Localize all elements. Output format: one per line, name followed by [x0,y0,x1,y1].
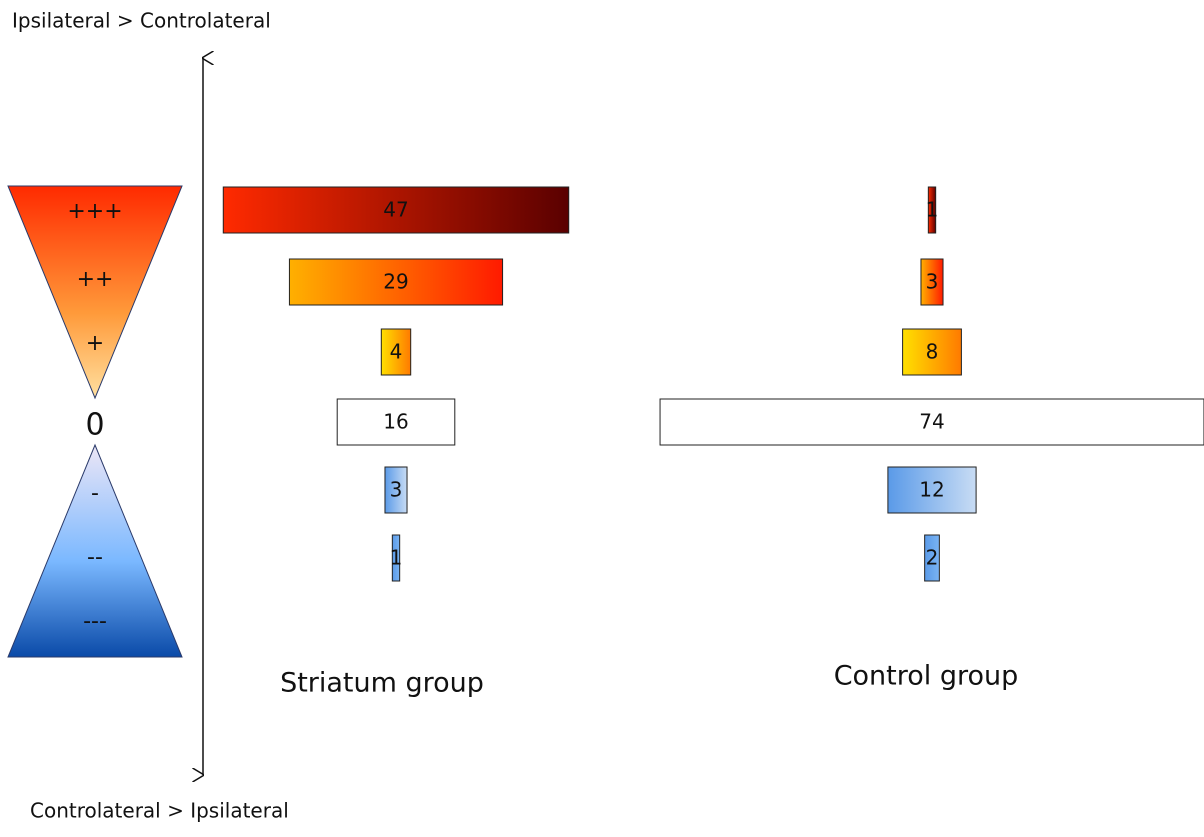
bar [384,466,408,514]
bar-label: 74 [919,410,944,434]
scale-label: + [86,331,104,356]
scale-label: --- [83,609,107,634]
bar [222,186,570,234]
bar-label: 1 [926,198,939,222]
scale-label: ++ [77,267,114,292]
bar [380,328,412,376]
scale: ++++++0------ [67,199,122,634]
group-label: Striatum group [280,668,484,699]
bar [920,258,944,306]
bar-label: 3 [926,270,939,294]
positive-triangle [7,185,183,400]
bar [924,534,940,582]
axis-bottom-label: Controlateral > Ipsilateral [30,799,289,823]
bar-label: 16 [383,410,408,434]
bar-label: 3 [390,478,403,502]
group-label: Control group [834,661,1019,692]
bar-label: 2 [926,546,939,570]
negative-triangle [7,443,183,658]
bar [927,186,937,234]
bar [659,398,1204,446]
bar [887,466,977,514]
bar [391,534,401,582]
scale-label: +++ [67,199,122,224]
bar [336,398,456,446]
axis-top-label: Ipsilateral > Controlateral [12,9,271,33]
scale-label: - [91,481,99,506]
bar-label: 12 [919,478,944,502]
scale-label: 0 [85,408,104,443]
bar [288,258,504,306]
bar-label: 29 [383,270,408,294]
bar-label: 47 [383,198,408,222]
bar-label: 8 [926,340,939,364]
bar-label: 1 [390,546,403,570]
scale-label: -- [87,545,103,570]
bars: 47 29 4 16 3 1 Striatum group 1 3 8 74 12 2 Control g… [222,186,1204,699]
bar-label: 4 [390,340,403,364]
bar [902,328,962,376]
